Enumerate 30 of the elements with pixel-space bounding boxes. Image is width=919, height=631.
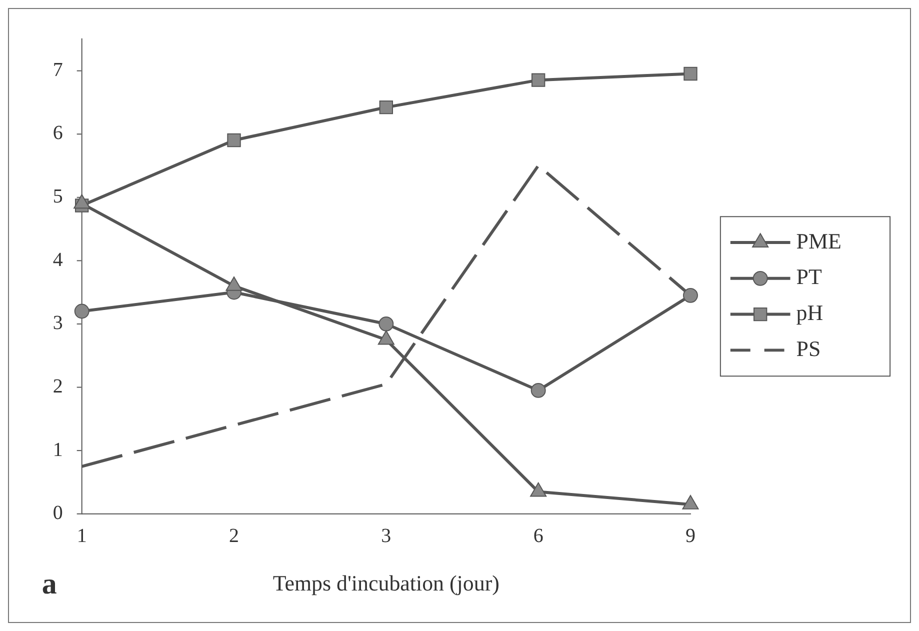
y-tick-label: 1 bbox=[52, 438, 63, 461]
point bbox=[227, 133, 241, 148]
legend-label: PT bbox=[796, 264, 822, 290]
legend-label: pH bbox=[796, 300, 824, 326]
y-tick-label: 5 bbox=[52, 185, 63, 208]
point bbox=[531, 73, 546, 87]
y-tick-label: 4 bbox=[52, 248, 63, 271]
point bbox=[378, 316, 394, 332]
y-tick-label: 2 bbox=[52, 376, 63, 398]
text: a bbox=[42, 568, 57, 601]
legend-label: PME bbox=[796, 228, 842, 254]
y-tick-label: 0 bbox=[52, 502, 63, 524]
x-tick-label: 6 bbox=[533, 525, 544, 548]
x-axis-title: Temps d'incubation (jour) bbox=[272, 570, 500, 596]
legend-label: PS bbox=[796, 336, 821, 361]
x-tick-label: 1 bbox=[76, 525, 87, 548]
point bbox=[684, 66, 698, 81]
x-tick-label: 3 bbox=[381, 525, 392, 548]
y-tick-label: 3 bbox=[52, 312, 63, 334]
point bbox=[683, 288, 698, 303]
y-tick-label: 6 bbox=[52, 122, 63, 144]
point bbox=[530, 482, 547, 497]
x-tick-label: 2 bbox=[229, 525, 239, 548]
point bbox=[379, 100, 394, 114]
point bbox=[682, 494, 699, 510]
x-tick-label: 9 bbox=[686, 525, 696, 548]
point bbox=[530, 382, 546, 398]
point bbox=[74, 304, 90, 319]
point bbox=[378, 330, 394, 345]
y-tick-label: 7 bbox=[52, 58, 63, 81]
